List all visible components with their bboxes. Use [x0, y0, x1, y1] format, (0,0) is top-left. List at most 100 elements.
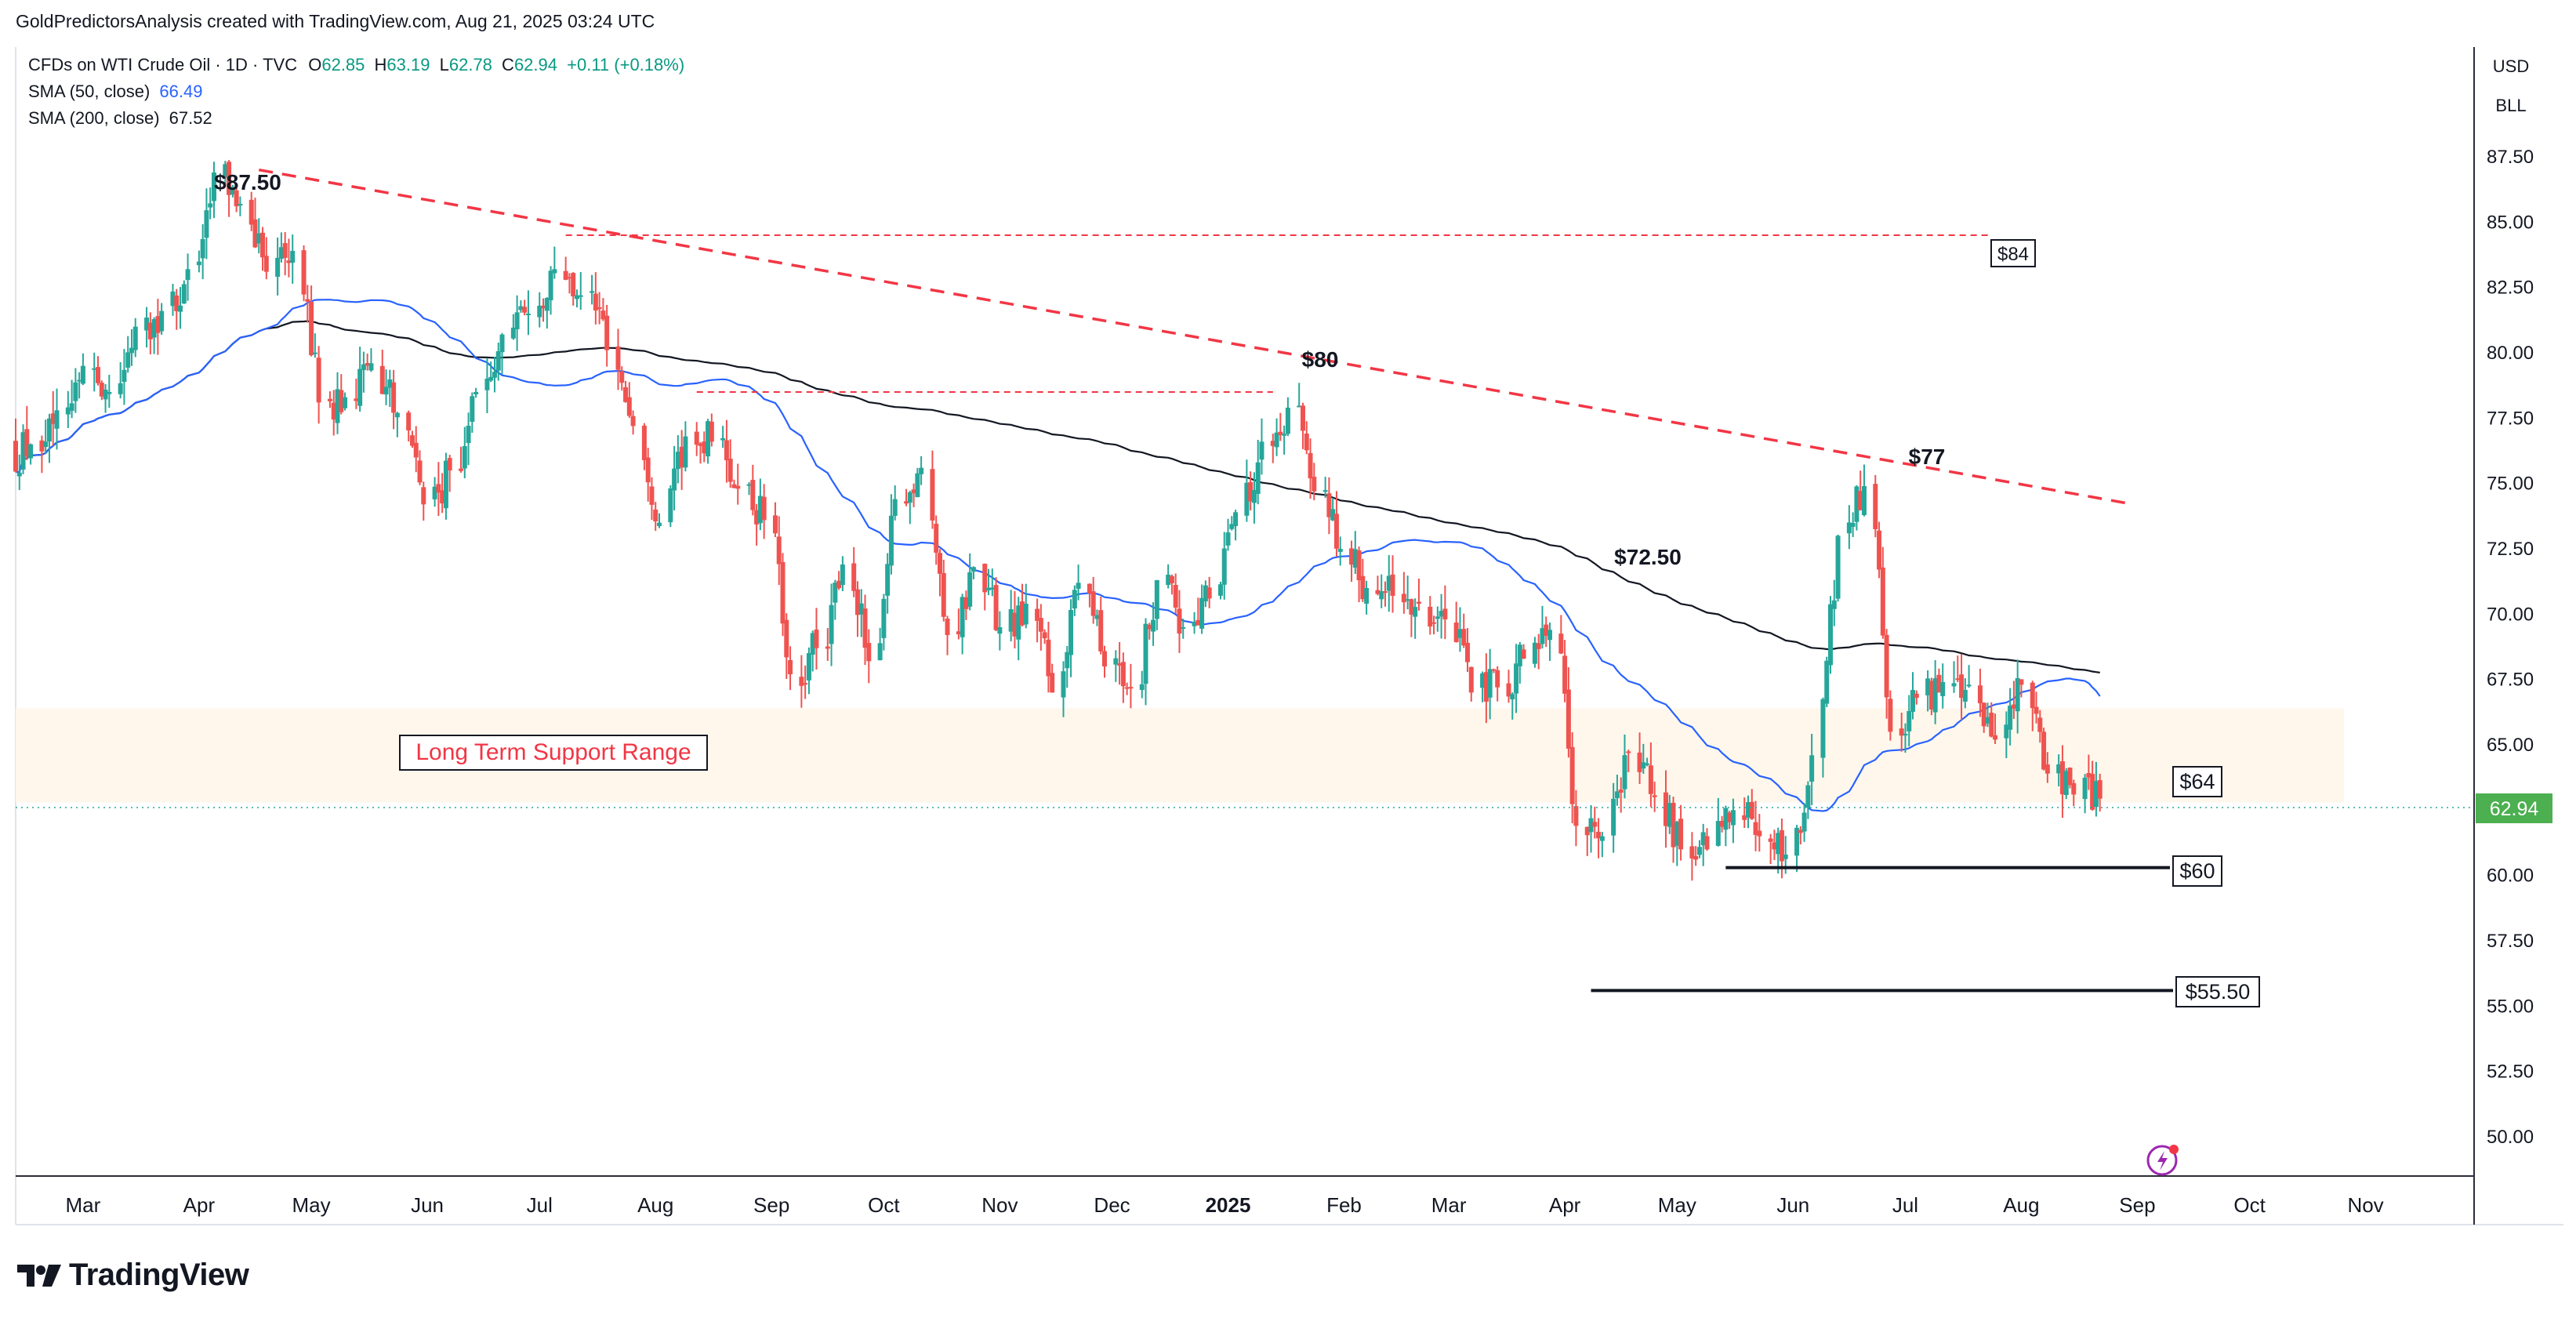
candle-body-229 [1206, 587, 1212, 599]
candle-body-149 [788, 659, 793, 674]
candle-body-340 [1794, 827, 1800, 856]
candle-body-44 [238, 204, 243, 205]
peak-label-80: $80 [1302, 347, 1339, 372]
candle-body-199 [1050, 673, 1055, 693]
unit-label[interactable]: BLL [2495, 96, 2526, 115]
time-tick-0: Mar [66, 1193, 101, 1217]
candle-body-114 [604, 315, 610, 350]
candle-body-178 [941, 572, 946, 617]
candle-body-358 [1884, 634, 1889, 698]
candle-body-129 [683, 436, 688, 468]
candle-body-173 [915, 473, 920, 498]
candle-body-207 [1094, 615, 1100, 619]
sma200-legend[interactable]: SMA (200, close) 67.52 [28, 108, 212, 129]
time-axis-ticks[interactable]: Mar Apr May Jun Jul Aug Sep Oct Nov Dec 2025 Feb Mar… [66, 1193, 2384, 1217]
candle-body-332 [1749, 801, 1754, 819]
symbol-name[interactable]: CFDs on WTI Crude Oil · 1D · TVC [28, 55, 298, 74]
candle-body-302 [1592, 822, 1598, 827]
candle-body-115 [615, 346, 621, 370]
candle-body-26 [147, 322, 153, 339]
candle-body-151 [803, 683, 808, 685]
candle-body-7 [46, 418, 52, 442]
candle-body-301 [1588, 818, 1594, 833]
candle-body-66 [357, 368, 363, 406]
candle-body-284 [1495, 670, 1500, 688]
candle-body-264 [1390, 574, 1395, 596]
candle-body-378 [1989, 712, 1994, 737]
candle-body-290 [1532, 642, 1537, 664]
candle-body-50 [275, 257, 281, 277]
ohlc-close: 62.94 [513, 55, 557, 74]
candle-body-25 [144, 318, 150, 331]
candle-body-52 [282, 243, 288, 258]
candle-body-163 [862, 608, 868, 648]
candle-body-211 [1117, 663, 1123, 666]
candle-body-58 [312, 352, 317, 354]
candle-body-307 [1618, 790, 1624, 793]
candle-body-48 [260, 232, 266, 258]
candle-body-70 [379, 365, 385, 394]
currency-label[interactable]: USD [2493, 56, 2529, 76]
candle-body-130 [694, 431, 699, 445]
candle-body-231 [1221, 548, 1227, 585]
candle-body-375 [1977, 685, 1983, 704]
candle-body-126 [672, 468, 677, 491]
candle-body-389 [2044, 764, 2050, 774]
candle-body-235 [1244, 482, 1250, 516]
time-tick-18: Sep [2119, 1193, 2155, 1217]
candle-body-273 [1439, 611, 1444, 617]
candle-body-91 [488, 376, 494, 381]
candle-body-54 [290, 251, 296, 263]
candle-body-204 [1076, 583, 1081, 589]
ohlc-high: 63.19 [386, 55, 430, 74]
candle-body-282 [1487, 669, 1493, 698]
time-tick-13: Apr [1549, 1193, 1581, 1217]
candle-body-200 [1061, 671, 1066, 698]
candle-body-316 [1667, 803, 1672, 827]
candle-body-182 [963, 597, 969, 609]
candle-body-336 [1772, 842, 1777, 850]
candle-body-97 [518, 306, 524, 310]
candle-body-68 [365, 363, 370, 366]
candle-body-241 [1274, 432, 1279, 448]
candle-body-188 [993, 585, 999, 630]
price-axis-ticks[interactable]: 87.50 85.00 82.50 80.00 77.50 75.00 72.50 70.00… [2487, 147, 2534, 1148]
candle-body-38 [208, 203, 213, 208]
candle-body-175 [930, 469, 935, 521]
tradingview-logo[interactable]: TradingView [17, 1258, 249, 1293]
candle-body-22 [125, 352, 131, 368]
candle-body-320 [1689, 846, 1695, 859]
candle-body-259 [1364, 588, 1370, 604]
sma50-legend[interactable]: SMA (50, close) 66.49 [28, 82, 202, 102]
candle-body-341 [1798, 829, 1803, 833]
candle-body-59 [316, 358, 321, 403]
ohlc-close-label: C [502, 55, 514, 74]
candle-body-305 [1611, 798, 1616, 836]
candle-body-128 [679, 446, 684, 468]
candle-body-394 [2071, 782, 2077, 795]
candle-body-223 [1177, 608, 1182, 634]
candle-body-251 [1326, 493, 1332, 517]
candle-body-210 [1113, 658, 1119, 665]
candle-body-354 [1861, 486, 1867, 515]
candle-body-75 [406, 412, 412, 431]
candle-body-254 [1337, 549, 1343, 552]
candle-body-234 [1233, 512, 1239, 527]
symbol-line[interactable]: CFDs on WTI Crude Oil · 1D · TVC O62.85 … [28, 55, 684, 75]
candle-body-253 [1333, 514, 1339, 549]
candle-body-13 [77, 379, 82, 382]
price-tick-2: 82.50 [2487, 278, 2534, 299]
candle-body-391 [2059, 761, 2065, 795]
level-box-60 [2172, 855, 2222, 887]
candle-body-94 [499, 334, 505, 353]
candle-body-131 [698, 443, 703, 446]
replay-icon[interactable] [2146, 1145, 2179, 1176]
candle-body-380 [2004, 724, 2009, 739]
candle-body-255 [1349, 548, 1355, 565]
candle-body-39 [211, 172, 216, 201]
candle-body-177 [937, 553, 942, 574]
candle-body-176 [934, 523, 939, 553]
candle-body-95 [510, 327, 516, 339]
descending-trendline [258, 168, 2134, 506]
